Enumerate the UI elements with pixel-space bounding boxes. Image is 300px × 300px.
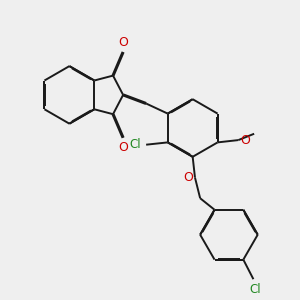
Text: O: O	[184, 171, 194, 184]
Text: Cl: Cl	[249, 283, 261, 296]
Text: O: O	[240, 134, 250, 147]
Text: O: O	[118, 141, 128, 154]
Text: Cl: Cl	[129, 138, 141, 151]
Text: O: O	[118, 35, 128, 49]
